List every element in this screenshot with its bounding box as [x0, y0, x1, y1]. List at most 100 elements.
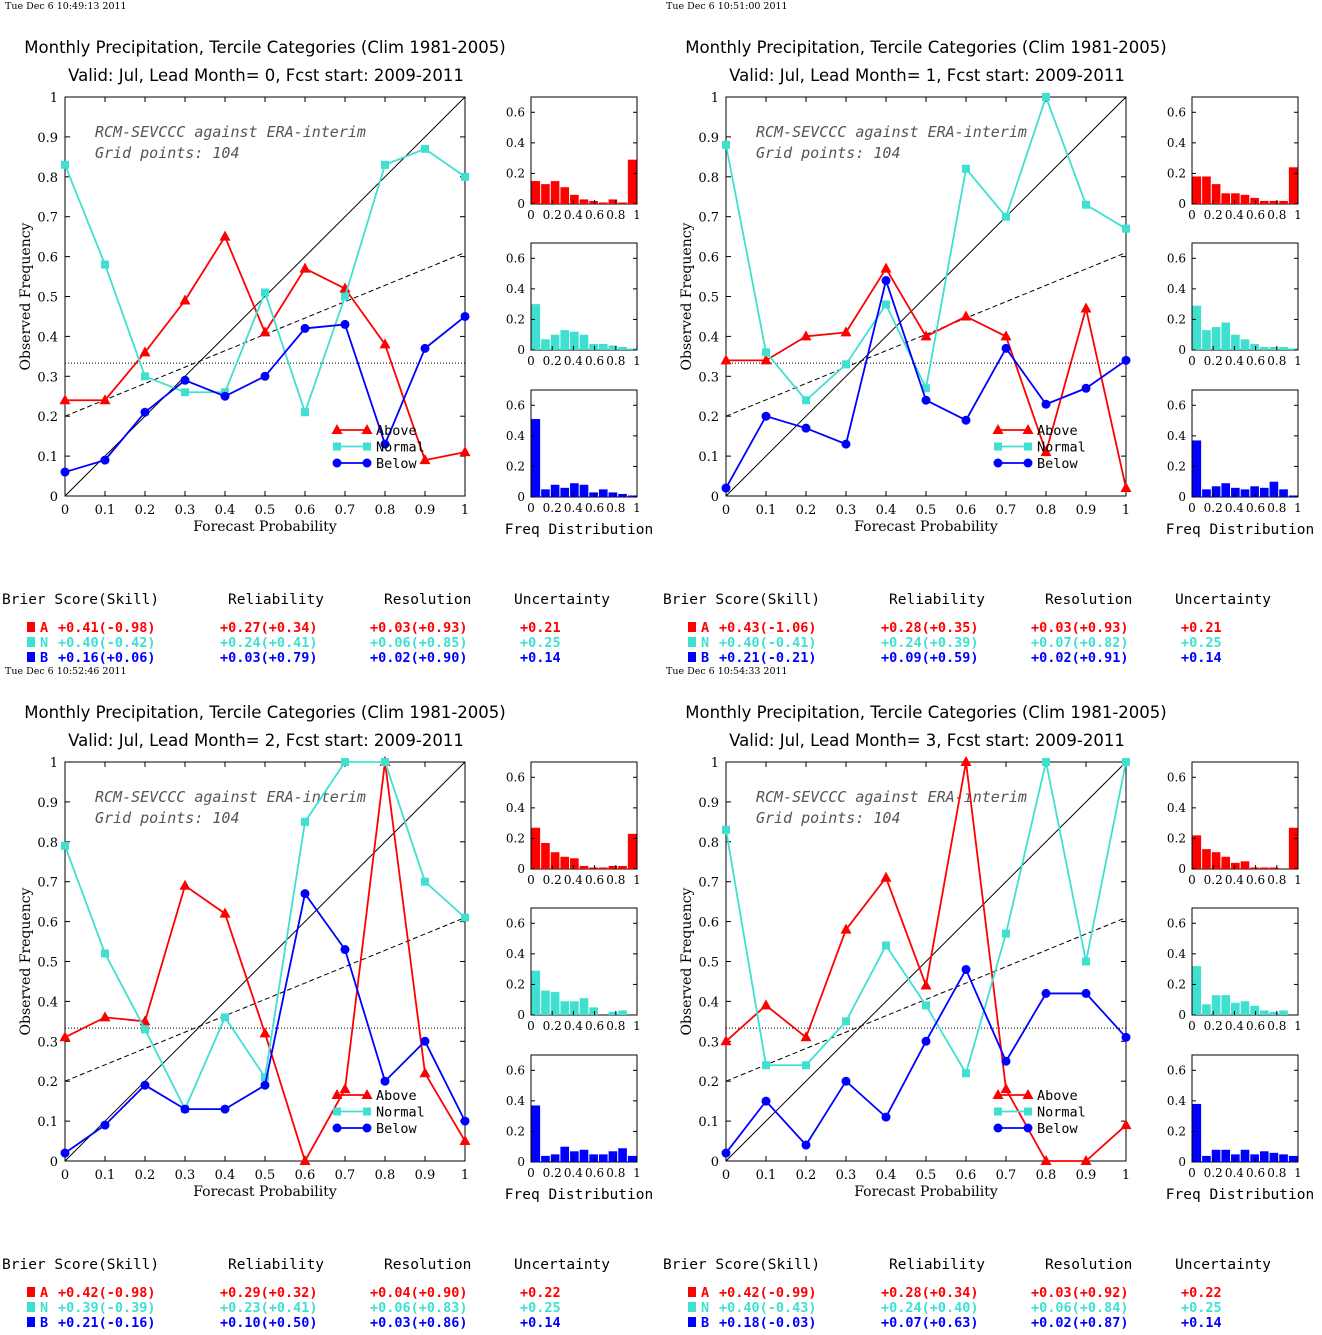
data-point-above: [299, 1155, 311, 1165]
y-tick-label: 1: [711, 91, 719, 106]
x-tick-label: 1: [461, 503, 469, 518]
hist-x-tick-label: 0.4: [564, 1166, 583, 1180]
hist-y-tick-label: 0.2: [1167, 166, 1186, 180]
score-header: Reliability: [889, 592, 985, 608]
x-tick-label: 0.7: [335, 503, 356, 518]
hist-x-tick-label: 0.2: [1204, 873, 1223, 887]
y-tick-label: 0.8: [698, 836, 719, 851]
y-tick-label: 0.9: [698, 131, 719, 146]
score-category-letter: B: [701, 650, 709, 666]
freq-bar-above: [618, 202, 627, 204]
x-tick-label: 0.5: [255, 1168, 276, 1183]
hist-y-tick-label: 0.6: [1167, 770, 1186, 784]
freq-histogram-below: 00.20.40.60 0.2 0.4 0.6 0.8 1: [1167, 389, 1302, 515]
data-point-above: [840, 326, 852, 337]
data-point-below: [841, 1076, 851, 1086]
hist-y-tick-label: 0.2: [1167, 831, 1186, 845]
freq-bar-normal: [1240, 1001, 1250, 1015]
legend-label-above: Above: [376, 423, 417, 439]
legend-marker: [993, 458, 1003, 468]
freq-bar-above: [1250, 197, 1259, 204]
y-tick-label: 0.1: [37, 1115, 58, 1130]
score-header: Reliability: [228, 592, 324, 608]
reliability-plot: 00 0.1 0.1 0.2 0.2 0.3 0.3 0.4 0.4 0.5 0.5 0.6 0.6 0.…: [18, 756, 471, 1200]
data-point-above: [179, 879, 191, 890]
score-color-swatch: [688, 652, 696, 662]
freq-bar-below: [1250, 1154, 1259, 1162]
legend-marker: [361, 424, 373, 434]
hist-x-tick-label: 0.6: [1246, 1019, 1265, 1033]
data-point-normal: [962, 1069, 970, 1078]
chart-subtitle: Valid: Jul, Lead Month= 1, Fcst start: 2…: [729, 66, 1125, 85]
hist-x-tick-label: 0.6: [1246, 1166, 1265, 1180]
chart-title: Monthly Precipitation, Tercile Categorie…: [685, 703, 1166, 722]
freq-bar-normal: [1240, 339, 1250, 350]
x-tick-label: 0.1: [95, 1168, 116, 1183]
y-axis-label: Observed Frequency: [18, 887, 34, 1035]
freq-bar-below: [550, 484, 560, 497]
hist-y-tick-label: 0.6: [506, 1063, 525, 1077]
hist-y-tick-label: 0.4: [1167, 136, 1186, 150]
hist-y-tick-label: 0.6: [1167, 1063, 1186, 1077]
data-point-above: [139, 346, 151, 357]
data-point-above: [259, 326, 271, 337]
freq-bar-normal: [608, 1011, 618, 1015]
x-tick-label: 0.8: [1036, 1168, 1057, 1183]
freq-bar-above: [1288, 167, 1298, 204]
freq-histogram-above: 00.20.40.60 0.2 0.4 0.6 0.8 1: [506, 96, 641, 222]
y-axis-label: Observed Frequency: [679, 887, 695, 1035]
hist-y-tick-label: 0: [1178, 862, 1186, 876]
uncertainty-value: +0.22: [520, 1285, 561, 1301]
freq-bar-below: [1240, 1149, 1250, 1162]
y-tick-label: 0.5: [37, 291, 58, 306]
hist-x-tick-label: 0.4: [564, 501, 583, 515]
y-tick-label: 0.8: [37, 171, 58, 186]
freq-bar-normal: [541, 990, 550, 1015]
y-tick-label: 0.9: [37, 796, 58, 811]
hist-x-tick-label: 0.2: [543, 1166, 562, 1180]
freq-bar-below: [541, 1155, 550, 1162]
data-point-normal: [421, 877, 429, 886]
freq-bar-below: [1192, 1103, 1202, 1162]
score-header: Uncertainty: [1175, 1257, 1271, 1273]
freq-bar-above: [627, 833, 637, 869]
brier-score-value: +0.40(-0.42): [58, 635, 156, 651]
y-axis-label: Observed Frequency: [679, 222, 695, 370]
data-point-normal: [141, 372, 149, 381]
freq-bar-normal: [618, 346, 627, 350]
data-point-normal: [882, 300, 890, 309]
reliability-plot: 00 0.1 0.1 0.2 0.2 0.3 0.3 0.4 0.4 0.5 0.5 0.6 0.6 0.…: [679, 756, 1132, 1200]
data-point-above: [1040, 1155, 1052, 1165]
y-tick-label: 0.3: [37, 1035, 58, 1050]
freq-bar-below: [550, 1154, 560, 1162]
hist-x-tick-label: 0: [527, 208, 535, 222]
y-tick-label: 0.4: [37, 330, 58, 345]
hist-x-tick-label: 1: [633, 501, 641, 515]
data-point-above: [1120, 482, 1132, 493]
data-point-normal: [101, 260, 109, 269]
freq-bar-below: [579, 1149, 589, 1162]
y-tick-label: 0.7: [37, 876, 58, 891]
uncertainty-value: +0.21: [1181, 620, 1222, 636]
freq-bar-normal: [1221, 995, 1231, 1015]
hist-x-tick-label: 0.2: [1204, 1166, 1223, 1180]
data-point-normal: [922, 1001, 930, 1010]
x-tick-label: 0.1: [95, 503, 116, 518]
freq-histogram-normal: 00.20.40.60 0.2 0.4 0.6 0.8 1: [506, 242, 641, 368]
y-tick-label: 0.1: [37, 450, 58, 465]
hist-y-tick-label: 0.4: [506, 1094, 525, 1108]
score-table: Brier Score(Skill) Reliability Resolution U…: [2, 592, 610, 666]
freq-bar-above: [589, 200, 598, 204]
hist-y-tick-label: 0.2: [1167, 1124, 1186, 1138]
no-skill-line: [64, 917, 466, 1082]
freq-bar-normal: [608, 345, 618, 350]
x-tick-label: 0.2: [796, 503, 817, 518]
freq-histogram-below: 00.20.40.60 0.2 0.4 0.6 0.8 1: [1167, 1054, 1302, 1180]
score-header: Uncertainty: [514, 1257, 610, 1273]
x-tick-label: 0.7: [996, 503, 1017, 518]
y-tick-label: 0.7: [37, 211, 58, 226]
data-point-below: [380, 1076, 390, 1086]
annotation-line-1: RCM-SEVCCC against ERA-interim: [756, 788, 1027, 806]
freq-bar-above: [1279, 200, 1288, 204]
hist-y-tick-label: 0: [517, 490, 525, 504]
